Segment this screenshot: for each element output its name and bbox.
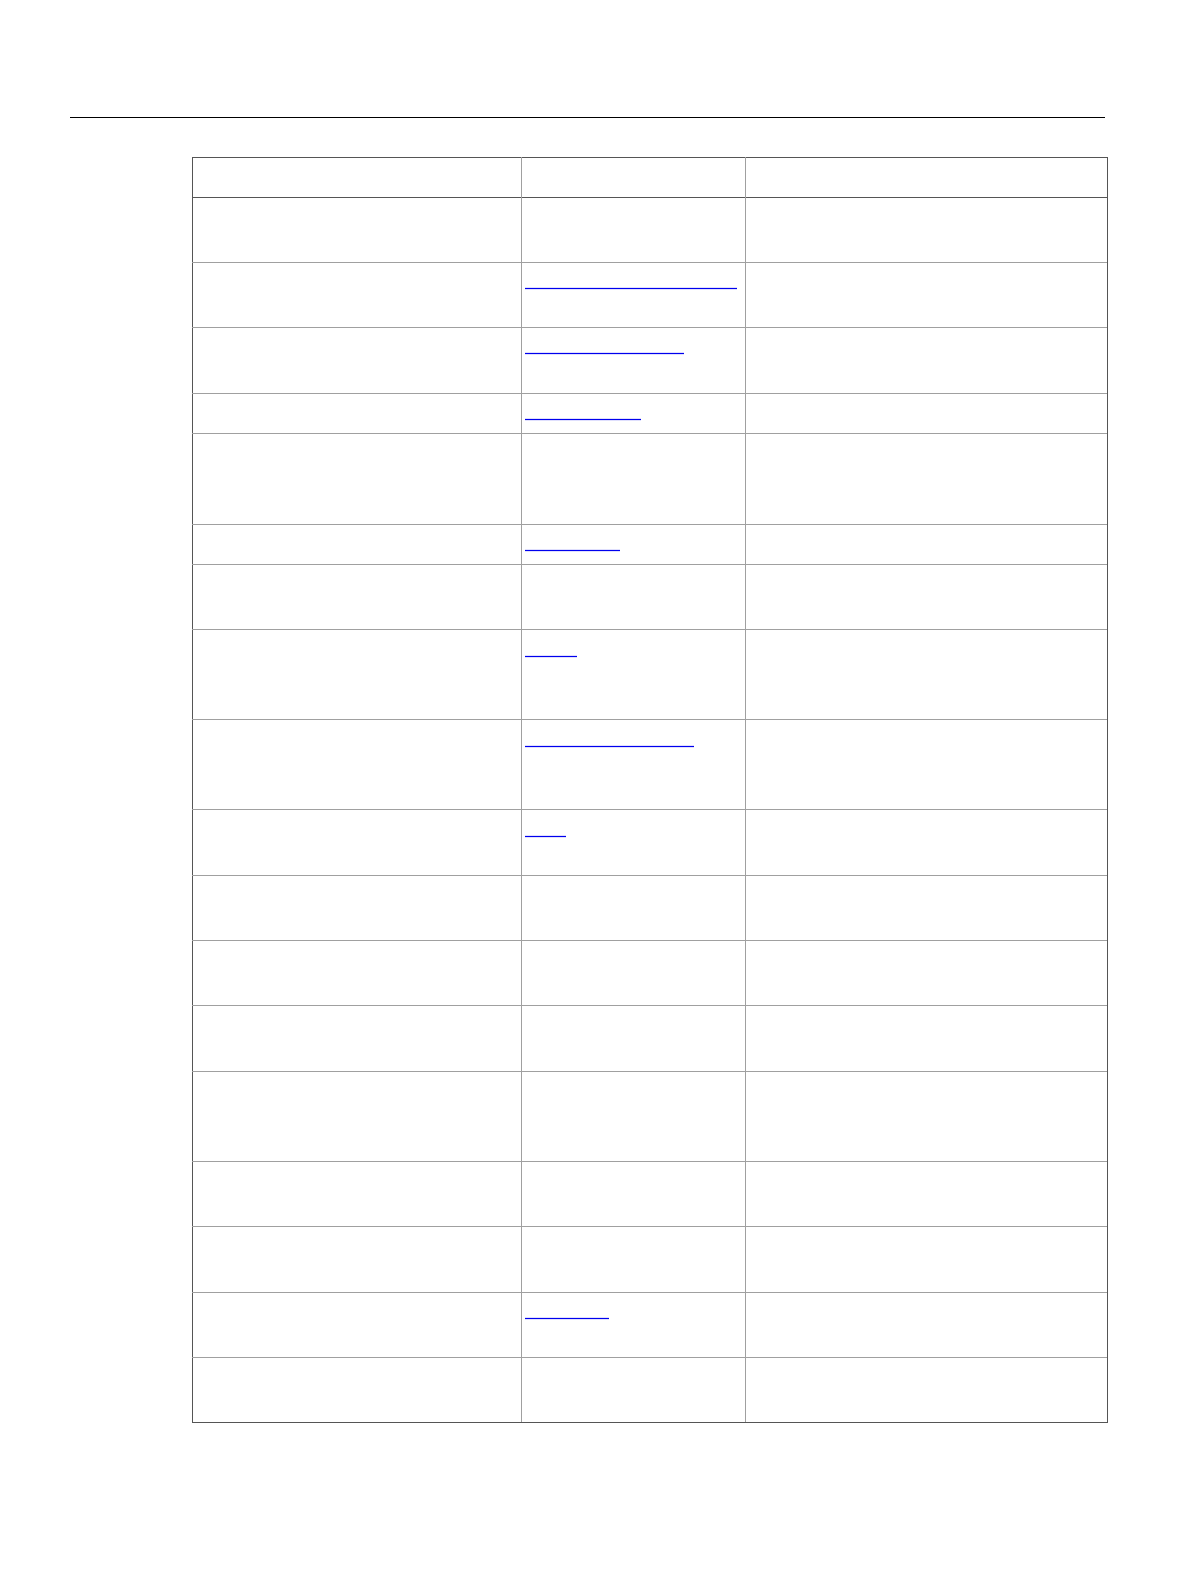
table: [192, 157, 1108, 1423]
table-border: [192, 157, 1108, 1423]
links: [525, 287, 737, 1320]
